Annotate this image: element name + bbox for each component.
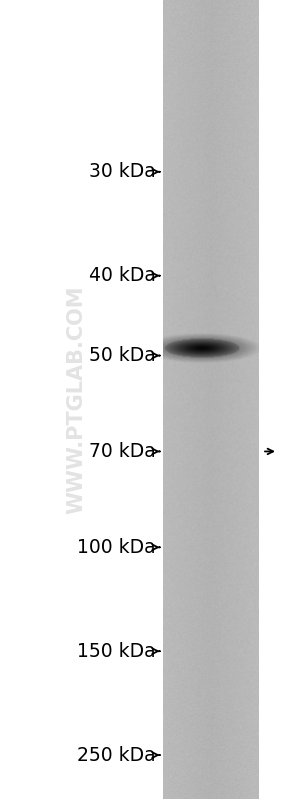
Text: 30 kDa: 30 kDa: [89, 162, 156, 181]
Text: 40 kDa: 40 kDa: [89, 266, 156, 285]
Text: 250 kDa: 250 kDa: [77, 745, 156, 765]
Text: 50 kDa: 50 kDa: [89, 346, 156, 365]
Text: 100 kDa: 100 kDa: [77, 538, 156, 557]
Text: 150 kDa: 150 kDa: [77, 642, 156, 661]
Text: 70 kDa: 70 kDa: [89, 442, 156, 461]
Text: WWW.PTGLAB.COM: WWW.PTGLAB.COM: [66, 285, 86, 514]
